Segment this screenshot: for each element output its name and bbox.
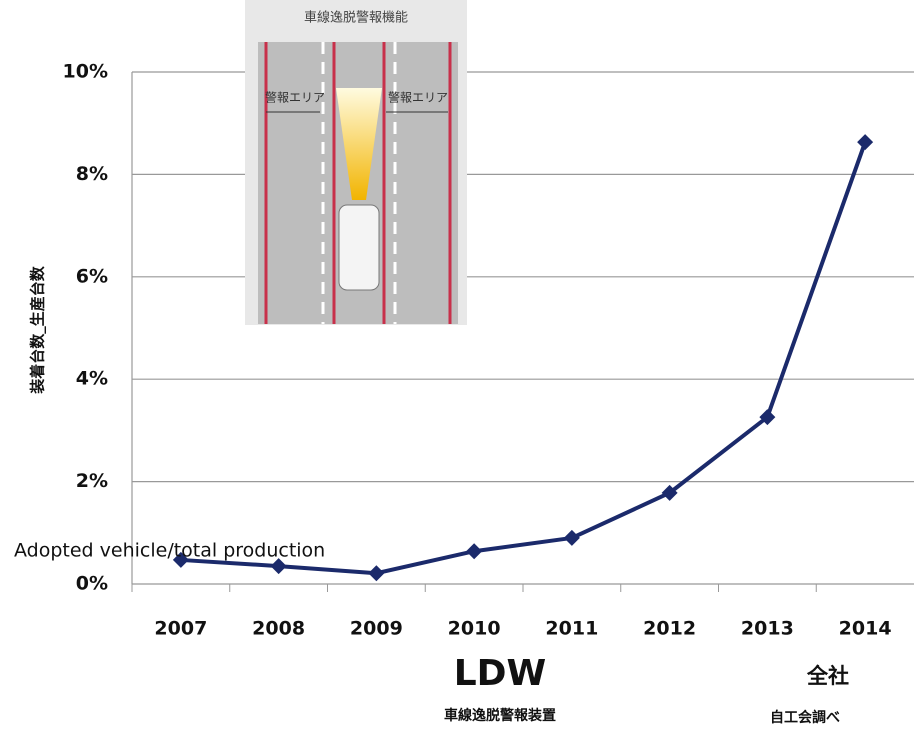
data-point — [563, 529, 580, 546]
y-axis-label: 装着台数_生産台数 — [29, 265, 47, 395]
series — [172, 134, 874, 582]
y-tick-label: 0% — [76, 573, 108, 595]
y-tick-label: 6% — [76, 265, 108, 287]
y-tick-label: 8% — [76, 163, 108, 185]
x-tick-label: 2014 — [839, 618, 892, 640]
data-point — [466, 543, 483, 560]
data-point — [368, 565, 385, 582]
sensor-beam — [336, 88, 382, 200]
x-tick-label: 2012 — [643, 618, 696, 640]
inset-title: 車線逸脱警報機能 — [304, 10, 408, 26]
inset-label: 警報エリア — [265, 90, 325, 105]
annotation: Adopted vehicle/total production — [14, 540, 325, 562]
y-tick-label: 10% — [63, 61, 108, 83]
x-tick-label: 2009 — [350, 618, 403, 640]
data-point — [270, 558, 287, 575]
x-tick-label: 2010 — [448, 618, 501, 640]
source-note: 自工会調べ — [770, 709, 840, 726]
x-axis-subtitle: 車線逸脱警報装置 — [444, 707, 556, 724]
data-point — [759, 409, 776, 426]
company-label: 全社 — [806, 664, 849, 688]
inset-label: 警報エリア — [388, 90, 448, 105]
data-point — [857, 134, 874, 151]
x-tick-label: 2008 — [252, 618, 305, 640]
y-tick-label: 4% — [76, 368, 108, 390]
inset-illustration: 車線逸脱警報機能 警報エリア 警報エリア — [245, 0, 467, 325]
data-point — [172, 551, 189, 568]
data-point — [661, 484, 678, 501]
x-tick-label: 2011 — [545, 618, 598, 640]
x-tick-label: 2013 — [741, 618, 794, 640]
series-line — [180, 141, 868, 576]
y-tick-label: 2% — [76, 470, 108, 492]
x-tick-label: 2007 — [154, 618, 207, 640]
car — [338, 204, 380, 291]
x-axis-title: LDW — [454, 653, 547, 694]
